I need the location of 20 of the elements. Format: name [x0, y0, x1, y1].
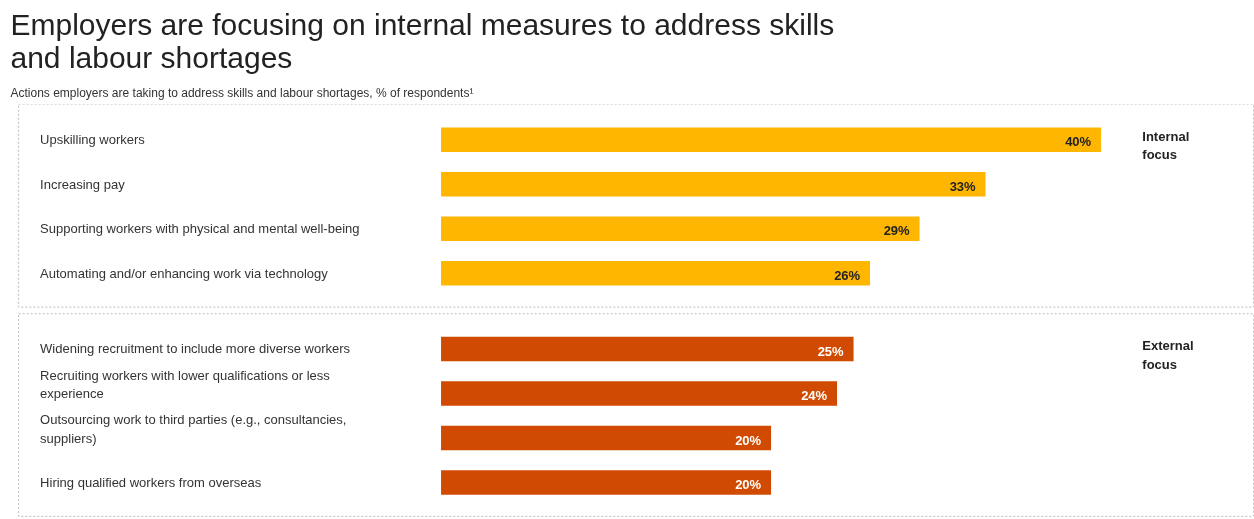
data-label: 26%: [834, 267, 861, 283]
data-label: 29%: [883, 223, 911, 239]
data-label: 40%: [1065, 134, 1092, 150]
y-tick-label: Increasing pay: [40, 176, 126, 192]
y-tick-label: Hiring qualified workers from overseas: [40, 475, 262, 491]
y-tick-label: Upskilling workers: [40, 132, 146, 148]
y-tick-label: Outsourcing work to third parties (e.g., consultancies, suppliers): [40, 412, 347, 446]
y-tick-label: Supporting workers with physical and mental well-being: [40, 221, 360, 237]
y-tick-label: Recruiting workers with lower qualifications or less experience: [40, 367, 331, 402]
data-label: 20%: [735, 432, 762, 448]
text: Internal focus: [1142, 128, 1190, 163]
data-label: 20%: [735, 477, 762, 493]
data-label: 24%: [801, 388, 828, 404]
data-label: 33%: [949, 178, 977, 194]
text: Actions employers are taking to address skills and labour shortages, % of respondents¹: [10, 85, 474, 100]
y-tick-label: Automating and/or enhancing work via technology: [40, 265, 329, 281]
chart-title: Employers are focusing on internal measures to address skills and labour shortages: [10, 7, 835, 74]
text: External focus: [1142, 337, 1194, 372]
data-label: 25%: [817, 343, 845, 359]
y-tick-label: Widening recruitment to include more diverse workers: [40, 341, 351, 357]
